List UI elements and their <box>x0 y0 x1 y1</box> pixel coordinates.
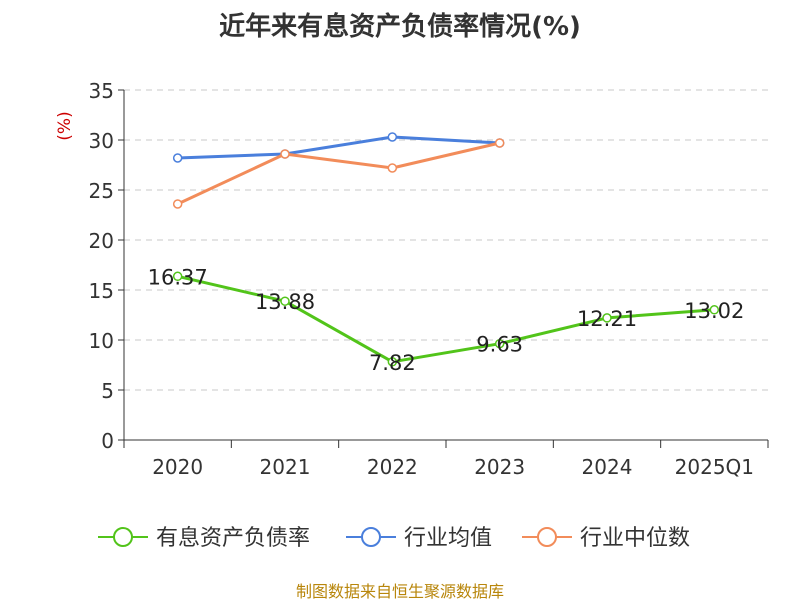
data-point-0-4 <box>602 313 612 323</box>
data-label-1: 13.88 <box>255 290 315 314</box>
x-tick-label-2020: 2020 <box>152 455 203 479</box>
data-point-1-2 <box>387 132 398 142</box>
y-tick-label-20: 20 <box>89 229 114 253</box>
y-tick-label-35: 35 <box>89 79 114 103</box>
data-point-2-2 <box>387 163 398 173</box>
data-point-0-1 <box>280 296 290 306</box>
y-tick-label-5: 5 <box>101 379 114 403</box>
data-point-0-0 <box>172 271 183 282</box>
data-label-0: 16.37 <box>148 265 208 289</box>
legend-marker-0 <box>113 527 133 547</box>
data-point-2-1 <box>280 149 290 159</box>
data-point-2-0 <box>172 199 183 209</box>
data-point-1-0 <box>172 153 183 163</box>
y-tick-label-25: 25 <box>89 179 114 203</box>
legend-label-1: 行业均值 <box>404 526 492 551</box>
x-tick-label-2025Q1: 2025Q1 <box>675 455 754 479</box>
data-point-0-3 <box>494 338 505 349</box>
x-tick-label-2021: 2021 <box>260 455 311 479</box>
data-point-0-5 <box>709 305 720 315</box>
data-point-2-3 <box>494 138 505 148</box>
y-tick-label-10: 10 <box>89 329 114 353</box>
x-tick-label-2024: 2024 <box>582 455 633 479</box>
y-tick-label-0: 0 <box>101 429 114 453</box>
legend-marker-2 <box>537 527 557 547</box>
legend-label-2: 行业中位数 <box>580 526 690 551</box>
data-label-2: 7.82 <box>369 351 416 375</box>
data-label-4: 12.21 <box>577 307 637 331</box>
y-tick-label-15: 15 <box>89 279 114 303</box>
series-line-2 <box>177 141 501 206</box>
x-tick-label-2023: 2023 <box>474 455 525 479</box>
y-tick-label-30: 30 <box>89 129 114 153</box>
series-line-1 <box>177 135 500 160</box>
data-label-3: 9.63 <box>476 333 523 357</box>
data-label-5: 13.02 <box>684 299 744 323</box>
x-tick-label-2022: 2022 <box>367 455 418 479</box>
y-axis-label: (%) <box>55 111 75 140</box>
data-point-0-2 <box>387 357 398 367</box>
source-note: 制图数据来自恒生聚源数据库 <box>295 582 504 601</box>
series-line-0 <box>177 274 715 364</box>
legend-label-0: 有息资产负债率 <box>156 526 310 551</box>
legend-marker-1 <box>361 527 381 547</box>
chart-title: 近年来有息资产负债率情况(%) <box>219 12 581 42</box>
